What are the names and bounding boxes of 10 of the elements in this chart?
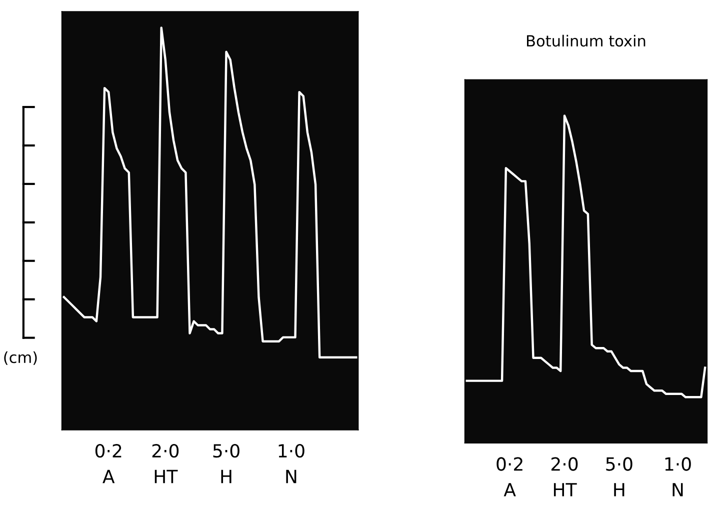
- x-tick-label: 5·0 H: [213, 444, 240, 484]
- y-axis-title: (cm): [4, 351, 37, 365]
- chart-title: Botulinum toxin: [527, 34, 646, 47]
- x-tick-label: 2·0 HT: [152, 444, 179, 484]
- x-tick-label: 2·0 HT: [551, 457, 578, 496]
- x-tick-label: 1·0 N: [665, 457, 691, 496]
- x-tick-label: 5·0 H: [606, 457, 632, 496]
- x-tick-label: 0·2 A: [95, 444, 122, 484]
- x-tick-label: 0·2 A: [496, 457, 522, 496]
- x-tick-label: 1·0 N: [278, 444, 304, 484]
